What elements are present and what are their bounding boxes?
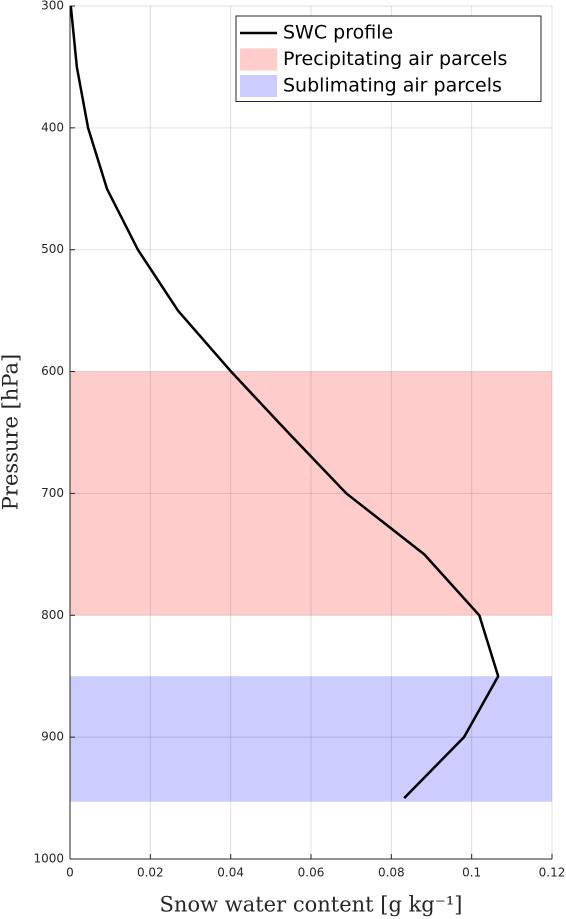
y-tick-label: 500 [41,242,64,256]
x-tick-label: 0.04 [217,866,244,880]
legend-label: Precipitating air parcels [283,48,507,70]
y-tick-label: 400 [41,120,64,134]
legend: SWC profile Precipitating air parcels Subl… [235,15,542,102]
y-tick-label: 900 [41,730,64,744]
legend-label: Sublimating air parcels [283,75,502,97]
x-tick-label: 0.12 [539,866,566,880]
y-tick-label: 800 [41,608,64,622]
x-tick-label: 0 [66,866,74,880]
legend-swatch [240,48,277,71]
y-tick-label: 300 [41,0,64,13]
x-axis-label: Snow water content [g kg⁻¹] [160,893,463,917]
legend-label: SWC profile [283,22,393,44]
x-tick-label: 0.1 [462,866,481,880]
y-axis-label: Pressure [hPa] [0,354,23,510]
legend-box [235,15,542,102]
x-tick-label: 0.06 [298,866,325,880]
x-tick-label: 0.02 [137,866,164,880]
line [69,5,500,799]
band [70,676,552,802]
y-tick-label: 1000 [33,852,64,866]
legend-swatch [240,75,277,97]
y-tick-label: 600 [41,364,64,378]
y-tick-label: 700 [41,486,64,500]
band [70,371,552,616]
x-tick-label: 0.08 [378,866,405,880]
